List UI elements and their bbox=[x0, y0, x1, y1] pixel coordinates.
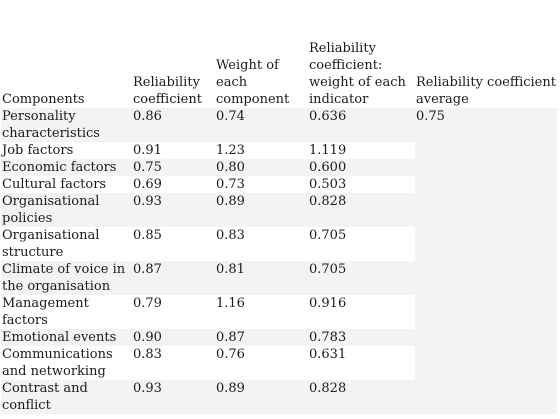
cell-weight: 0.89 bbox=[215, 380, 308, 414]
cell-indicator-weight: 0.705 bbox=[308, 261, 415, 295]
cell-indicator-weight: 0.705 bbox=[308, 227, 415, 261]
cell-component: Management factors bbox=[1, 295, 132, 329]
cell-reliability-average bbox=[415, 193, 557, 227]
cell-weight: 0.76 bbox=[215, 346, 308, 380]
cell-component: Organisational policies bbox=[1, 193, 132, 227]
cell-reliability-average bbox=[415, 176, 557, 193]
table-row: Economic factors 0.75 0.80 0.600 bbox=[1, 159, 557, 176]
header-reliability-average: Reliability coefficient average bbox=[416, 75, 556, 107]
reliability-table: Components Reliability coefficient Weigh… bbox=[1, 40, 557, 414]
cell-indicator-weight: 0.600 bbox=[308, 159, 415, 176]
cell-indicator-weight: 0.916 bbox=[308, 295, 415, 329]
cell-reliability-coefficient: 0.87 bbox=[132, 261, 215, 295]
cell-component: Personality characteristics bbox=[1, 108, 132, 142]
cell-indicator-weight: 0.636 bbox=[308, 108, 415, 142]
cell-reliability-average bbox=[415, 346, 557, 380]
cell-reliability-average bbox=[415, 329, 557, 346]
cell-indicator-weight: 0.503 bbox=[308, 176, 415, 193]
cell-component: Economic factors bbox=[1, 159, 132, 176]
table-row: Organisational policies 0.93 0.89 0.828 bbox=[1, 193, 557, 227]
header-row: Components Reliability coefficient Weigh… bbox=[1, 40, 557, 108]
cell-reliability-coefficient: 0.93 bbox=[132, 380, 215, 414]
cell-indicator-weight: 0.631 bbox=[308, 346, 415, 380]
cell-reliability-average bbox=[415, 159, 557, 176]
cell-weight: 0.87 bbox=[215, 329, 308, 346]
cell-weight: 1.23 bbox=[215, 142, 308, 159]
cell-indicator-weight: 1.119 bbox=[308, 142, 415, 159]
header-weight-of-each-component: Weight of each component bbox=[216, 58, 290, 107]
cell-weight: 1.16 bbox=[215, 295, 308, 329]
cell-reliability-coefficient: 0.83 bbox=[132, 346, 215, 380]
cell-reliability-coefficient: 0.93 bbox=[132, 193, 215, 227]
cell-reliability-coefficient: 0.91 bbox=[132, 142, 215, 159]
cell-reliability-coefficient: 0.90 bbox=[132, 329, 215, 346]
table-header: Components Reliability coefficient Weigh… bbox=[1, 40, 557, 108]
cell-weight: 0.89 bbox=[215, 193, 308, 227]
table-row: Organisational structure 0.85 0.83 0.705 bbox=[1, 227, 557, 261]
table-row: Climate of voice in the organisation 0.87… bbox=[1, 261, 557, 295]
table-row: Personality characteristics 0.86 0.74 0.636… bbox=[1, 108, 557, 142]
cell-component: Organisational structure bbox=[1, 227, 132, 261]
table-row: Communications and networking 0.83 0.76 0.6… bbox=[1, 346, 557, 380]
cell-reliability-average bbox=[415, 227, 557, 261]
cell-weight: 0.80 bbox=[215, 159, 308, 176]
header-reliability-coefficient: Reliability coefficient bbox=[133, 75, 202, 107]
header-components: Components bbox=[2, 92, 85, 107]
cell-reliability-coefficient: 0.86 bbox=[132, 108, 215, 142]
cell-reliability-average bbox=[415, 261, 557, 295]
table-row: Cultural factors 0.69 0.73 0.503 bbox=[1, 176, 557, 193]
cell-component: Climate of voice in the organisation bbox=[1, 261, 132, 295]
table-row: Management factors 0.79 1.16 0.916 bbox=[1, 295, 557, 329]
cell-reliability-coefficient: 0.69 bbox=[132, 176, 215, 193]
cell-weight: 0.83 bbox=[215, 227, 308, 261]
cell-component: Communications and networking bbox=[1, 346, 132, 380]
cell-reliability-coefficient: 0.85 bbox=[132, 227, 215, 261]
cell-component: Job factors bbox=[1, 142, 132, 159]
cell-reliability-coefficient: 0.75 bbox=[132, 159, 215, 176]
table-row: Contrast and conflict 0.93 0.89 0.828 bbox=[1, 380, 557, 414]
cell-reliability-coefficient: 0.79 bbox=[132, 295, 215, 329]
cell-indicator-weight: 0.828 bbox=[308, 193, 415, 227]
table-body: Personality characteristics 0.86 0.74 0.636… bbox=[1, 108, 557, 414]
cell-weight: 0.73 bbox=[215, 176, 308, 193]
cell-weight: 0.74 bbox=[215, 108, 308, 142]
cell-indicator-weight: 0.783 bbox=[308, 329, 415, 346]
table-row: Job factors 0.91 1.23 1.119 bbox=[1, 142, 557, 159]
cell-component: Cultural factors bbox=[1, 176, 132, 193]
cell-component: Contrast and conflict bbox=[1, 380, 132, 414]
cell-reliability-average bbox=[415, 142, 557, 159]
header-weight-of-each-indicator: Reliability coefficient: weight of each … bbox=[309, 41, 406, 107]
table-row: Emotional events 0.90 0.87 0.783 bbox=[1, 329, 557, 346]
cell-reliability-average: 0.75 bbox=[415, 108, 557, 142]
cell-reliability-average bbox=[415, 380, 557, 414]
cell-indicator-weight: 0.828 bbox=[308, 380, 415, 414]
cell-reliability-average bbox=[415, 295, 557, 329]
cell-weight: 0.81 bbox=[215, 261, 308, 295]
cell-component: Emotional events bbox=[1, 329, 132, 346]
